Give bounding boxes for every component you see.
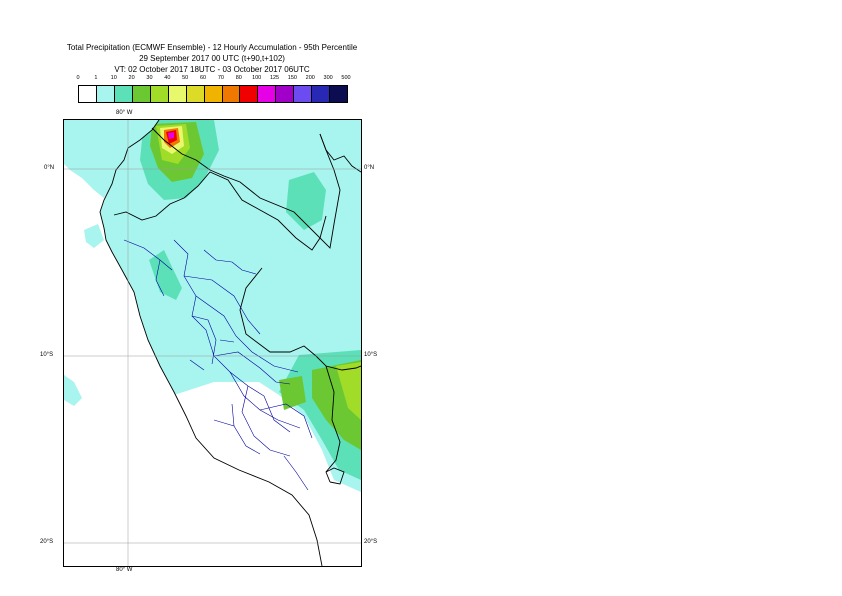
border-colombia-ecuador	[151, 127, 211, 171]
title-line-3: VT: 02 October 2017 18UTC - 03 October 2…	[114, 65, 310, 74]
legend-color-swatch	[258, 86, 277, 102]
precip-heavy-pocket	[279, 376, 306, 410]
legend-tick-label: 300	[323, 75, 333, 81]
lat-label-left-10s: 10°S	[40, 352, 54, 358]
precip-moderate-band	[149, 250, 182, 300]
legend-color-swatch	[114, 86, 133, 102]
legend-tick-label: 200	[305, 75, 315, 81]
precipitation-legend: 0 1 10 20 30 40 50 60 70 80 100 125 150 200 300 500	[76, 75, 351, 103]
legend-tick-row: 0 1 10 20 30 40 50 60 70 80 100 125 150 200 300 500	[76, 75, 351, 84]
ocean-precip-strip-2	[64, 375, 82, 406]
legend-tick-label: 1	[94, 75, 98, 81]
lat-label-right-0: 0°N	[364, 165, 375, 171]
lon-label-top: 80° W	[116, 110, 133, 116]
lat-label-right-20s: 20°S	[364, 539, 378, 545]
legend-color-swatch	[150, 86, 169, 102]
legend-tick-label: 125	[269, 75, 280, 81]
legend-tick-label: 30	[146, 75, 153, 81]
legend-tick-label: 500	[341, 75, 351, 81]
border-peru-brazil	[239, 267, 361, 371]
legend-color-swatch	[132, 86, 151, 102]
ocean-precip-strip-1	[84, 224, 104, 248]
border-venezuela-north	[319, 133, 361, 173]
legend-color-swatch	[222, 86, 241, 102]
legend-tick-label: 10	[110, 75, 117, 81]
legend-tick-label: 80	[235, 75, 242, 81]
lat-label-right-10s: 10°S	[364, 352, 378, 358]
legend-color-swatch	[79, 86, 97, 102]
legend-color-swatch	[204, 86, 223, 102]
precipitation-map	[63, 119, 362, 567]
legend-tick-label: 150	[287, 75, 297, 81]
legend-tick-label: 70	[217, 75, 224, 81]
legend-color-swatch	[168, 86, 187, 102]
legend-color-swatch	[186, 86, 205, 102]
legend-tick-label: 0	[76, 75, 80, 81]
ocean-precip-north	[64, 120, 159, 198]
lat-label-left-0: 0°N	[44, 165, 55, 171]
dry-region-coast	[134, 288, 184, 390]
legend-color-swatch	[330, 86, 348, 102]
legend-color-swatch	[294, 86, 313, 102]
legend-tick-label: 40	[164, 75, 171, 81]
legend-color-swatch	[240, 86, 259, 102]
title-line-1: Total Precipitation (ECMWF Ensemble) - 1…	[66, 43, 358, 52]
legend-tick-label: 60	[200, 75, 207, 81]
admin-borders	[123, 239, 313, 491]
legend-color-bar	[78, 85, 348, 103]
legend-color-swatch	[96, 86, 115, 102]
precip-magenta-core	[168, 132, 174, 139]
legend-color-swatch	[312, 86, 331, 102]
border-bolivia-east	[325, 467, 345, 485]
precip-moderate-east	[286, 172, 326, 230]
precip-yellowgreen-southeast	[336, 362, 361, 420]
lat-label-left-20s: 20°S	[40, 539, 54, 545]
title-line-2: 29 September 2017 00 UTC (t+90,t+102)	[139, 54, 285, 63]
lon-label-bottom: 80° W	[116, 567, 133, 573]
legend-tick-label: 100	[252, 75, 262, 81]
border-ecuador-peru	[113, 171, 327, 251]
border-colombia-brazil	[209, 133, 341, 249]
coastline	[99, 120, 323, 566]
legend-color-swatch	[276, 86, 295, 102]
legend-tick-label: 50	[182, 75, 189, 81]
map-title-block: Total Precipitation (ECMWF Ensemble) - 1…	[0, 42, 424, 75]
legend-tick-label: 20	[128, 75, 135, 81]
map-canvas	[64, 120, 361, 566]
